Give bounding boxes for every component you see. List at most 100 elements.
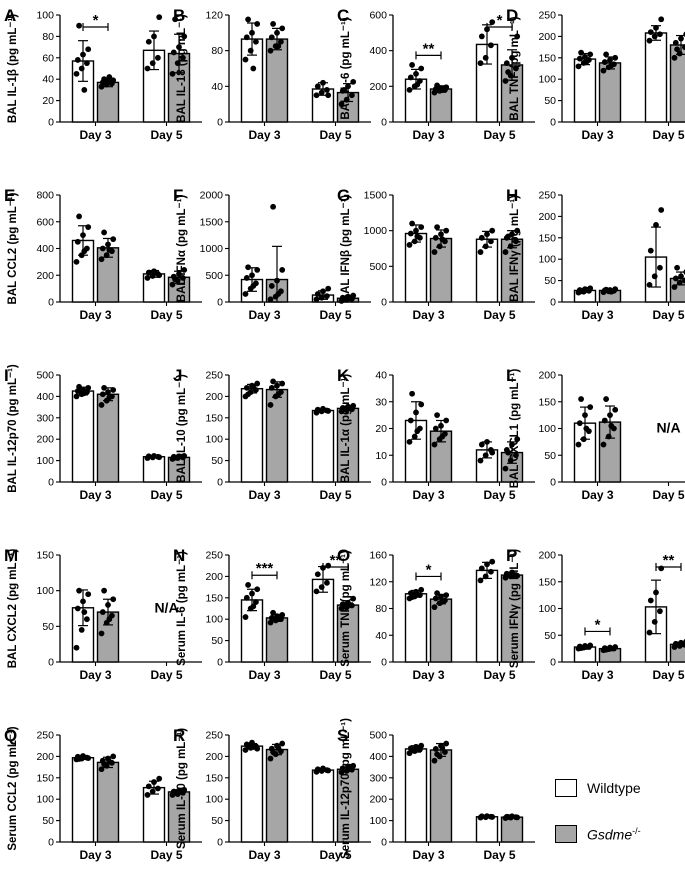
data-point [443,417,450,424]
data-point [78,627,85,633]
data-point [242,56,249,63]
data-point [657,264,663,271]
data-point [658,16,665,23]
data-point [155,54,161,61]
data-point [180,275,186,281]
data-point [144,65,151,72]
data-point [607,412,613,419]
y-tick-label: 0 [381,657,387,669]
y-tick-label: 0 [381,117,387,129]
data-point [151,33,157,40]
data-point [674,264,680,271]
data-point [489,449,496,456]
data-point [612,406,619,413]
data-point [74,57,81,63]
y-tick-label: 600 [369,10,387,22]
data-point [575,63,582,70]
data-point [406,242,413,248]
data-point [343,96,350,103]
significance-label: ** [423,40,435,57]
data-point [657,31,663,38]
bar-wildtype [475,569,499,663]
data-point [85,384,92,391]
data-point [608,422,615,429]
data-point [324,579,330,586]
data-point [318,584,325,590]
data-point [314,571,321,578]
data-point [580,436,587,443]
data-point [106,74,113,80]
panel-letter: O [337,546,350,565]
y-tick-label: 500 [369,261,387,273]
data-point [267,402,274,408]
data-point [267,47,274,54]
legend-swatch-wildtype [555,779,577,797]
panel-s: S 0 100 200 300 400 500 Serum IL-12p70 (pg mL⁻¹… [337,718,535,862]
data-point [279,380,286,387]
y-tick-label: 100 [36,455,54,467]
y-tick-label: 0 [550,477,556,489]
data-point [671,284,678,290]
data-point [674,46,680,53]
data-point [418,401,425,408]
data-point [81,390,88,397]
data-point [434,412,440,419]
y-tick-label: 400 [369,751,387,763]
data-point [608,62,615,69]
data-point [478,813,485,820]
panel-letter: H [506,186,518,205]
data-point [149,788,156,795]
data-point [98,630,105,637]
y-tick-label: 0 [381,837,387,849]
y-axis-label: Serum TNF (pg mL⁻¹) [340,550,352,667]
data-point [502,78,509,84]
y-tick-label: 250 [538,10,556,22]
data-point [85,224,92,231]
data-point [578,645,584,651]
x-tick-label: Day 3 [79,488,111,502]
bar-wildtype [404,593,428,663]
data-point [672,275,679,282]
y-axis-label: Serum IL-10 (pg mL⁻¹) [176,728,188,849]
data-point [176,44,182,50]
data-point [505,233,511,240]
data-point [576,55,583,62]
data-point [76,22,82,29]
y-axis-label: Serum CCL2 (pg mL⁻¹) [7,726,19,850]
x-tick-label: Day 3 [248,488,280,502]
data-point [250,603,257,610]
data-point [478,33,485,40]
data-point [507,457,514,464]
data-point [254,380,261,387]
data-point [81,87,88,93]
data-point [418,586,425,593]
x-tick-label: Day 5 [652,308,684,322]
y-tick-label: 400 [36,391,54,403]
data-point [608,288,615,295]
data-point [270,21,276,27]
data-point [431,441,438,448]
data-point [509,54,515,61]
data-point [513,238,519,245]
panel-letter: E [4,186,15,205]
panel-c: C 0 200 400 600 BAL IL-6 (pg mL⁻¹) Day 3 ** Day … [337,6,535,142]
data-point [99,609,106,615]
data-point [172,454,179,461]
data-point [658,207,665,213]
data-point [418,65,425,72]
data-point [418,224,425,231]
x-tick-label: Day 5 [483,488,515,502]
data-point [254,267,261,273]
data-point [413,70,419,77]
data-point [338,101,345,108]
data-point [80,51,86,58]
data-point [324,293,330,300]
y-tick-label: 200 [538,211,556,223]
data-point [432,595,439,602]
y-tick-label: 250 [36,730,54,742]
data-point [105,389,111,396]
data-point [275,391,282,398]
y-tick-label: 0 [217,297,223,309]
data-point [489,814,496,820]
y-tick-label: 150 [205,772,223,784]
